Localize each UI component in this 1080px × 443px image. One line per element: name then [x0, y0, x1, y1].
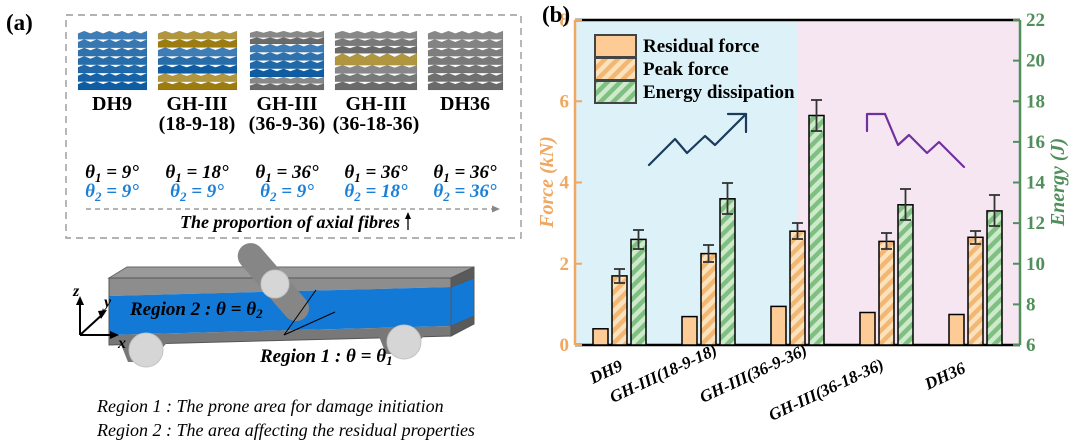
svg-text:16: 16 [1026, 132, 1045, 153]
svg-text:GH-III: GH-III [166, 93, 227, 115]
svg-text:DH36: DH36 [440, 93, 490, 115]
svg-text:DH36: DH36 [921, 358, 969, 394]
svg-text:(18-9-18): (18-9-18) [159, 113, 236, 135]
svg-text:z: z [72, 283, 80, 300]
svg-text:Region 1 : θ = θ1: Region 1 : θ = θ1 [259, 346, 393, 368]
svg-text:6: 6 [1026, 335, 1036, 356]
svg-text:18: 18 [1026, 91, 1045, 112]
svg-text:θ2 = 18°: θ2 = 18° [344, 181, 408, 204]
svg-text:4: 4 [560, 173, 570, 194]
svg-text:Force (kN): Force (kN) [540, 136, 558, 229]
svg-text:(b): (b) [542, 2, 570, 27]
svg-text:Energy dissipation: Energy dissipation [643, 82, 795, 103]
svg-text:12: 12 [1026, 213, 1045, 234]
svg-text:Residual force: Residual force [643, 36, 759, 57]
svg-text:8: 8 [1026, 294, 1036, 315]
svg-text:(36-9-36): (36-9-36) [249, 113, 326, 135]
svg-text:(36-18-36): (36-18-36) [333, 113, 420, 135]
svg-text:x: x [117, 335, 126, 352]
svg-text:6: 6 [560, 91, 570, 112]
svg-text:θ2 = 9°: θ2 = 9° [260, 181, 314, 204]
svg-text:GH-III: GH-III [345, 93, 406, 115]
svg-text:y: y [102, 294, 112, 311]
svg-text:Region 1 : The prone area for: Region 1 : The prone area for damage ini… [96, 396, 444, 416]
svg-text:Energy (J): Energy (J) [1047, 138, 1069, 227]
svg-text:Region 2 : The area affecting: Region 2 : The area affecting the residu… [96, 420, 475, 440]
svg-text:Region 2 : θ = θ2: Region 2 : θ = θ2 [129, 299, 263, 321]
svg-text:The proportion of axial fibres: The proportion of axial fibres [180, 212, 400, 232]
svg-text:DH9: DH9 [92, 93, 132, 115]
svg-text:14: 14 [1026, 173, 1046, 194]
svg-text:θ2 = 9°: θ2 = 9° [85, 181, 139, 204]
svg-text:0: 0 [560, 335, 570, 356]
svg-text:20: 20 [1026, 51, 1045, 72]
svg-text:10: 10 [1026, 254, 1045, 275]
svg-text:θ2 = 36°: θ2 = 36° [433, 181, 497, 204]
svg-text:22: 22 [1026, 10, 1045, 31]
svg-text:2: 2 [560, 254, 570, 275]
svg-text:Peak force: Peak force [643, 59, 729, 80]
svg-text:θ2 = 9°: θ2 = 9° [170, 181, 224, 204]
svg-text:GH-III: GH-III [256, 93, 317, 115]
